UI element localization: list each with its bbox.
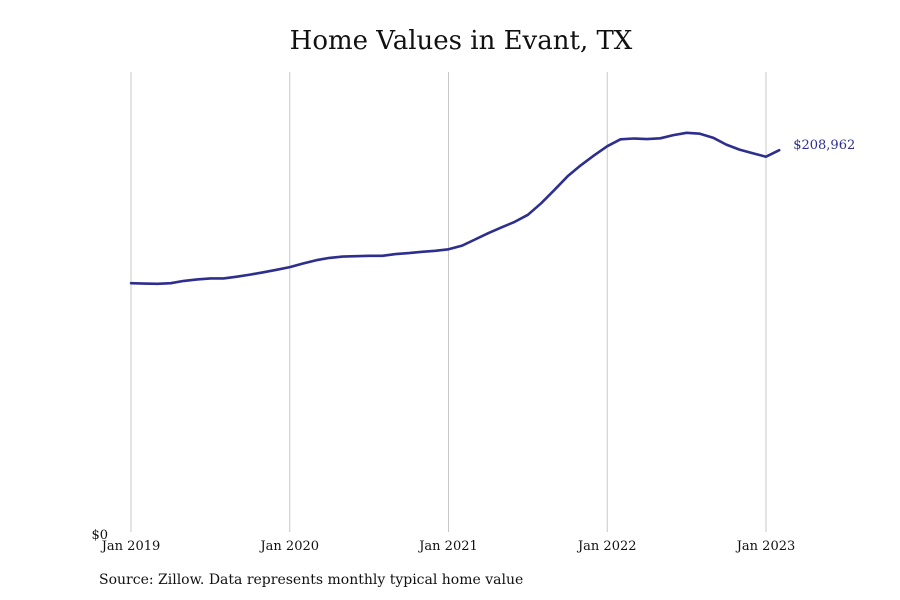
series-line — [129, 131, 781, 286]
x-tick-label: Jan 2021 — [417, 539, 478, 554]
x-tick-label: Jan 2019 — [100, 539, 161, 554]
data-labels: $208,962 — [793, 138, 855, 153]
chart-title: Home Values in Evant, TX — [289, 26, 633, 56]
gridlines — [130, 72, 767, 532]
x-tick-label: Jan 2020 — [258, 539, 319, 554]
x-axis-tick-labels: Jan 2019 Jan 2020 Jan 2021 Jan 2022 Jan 2023 — [100, 539, 796, 554]
end-value-label: $208,962 — [793, 138, 855, 153]
x-tick-label: Jan 2023 — [735, 539, 796, 554]
series-layer — [129, 131, 781, 286]
source-note: Source: Zillow. Data represents monthly … — [99, 572, 524, 588]
x-tick-label: Jan 2022 — [576, 539, 637, 554]
y-tick-label: $0 — [91, 528, 108, 543]
y-axis-tick-labels: $0 — [91, 528, 108, 543]
